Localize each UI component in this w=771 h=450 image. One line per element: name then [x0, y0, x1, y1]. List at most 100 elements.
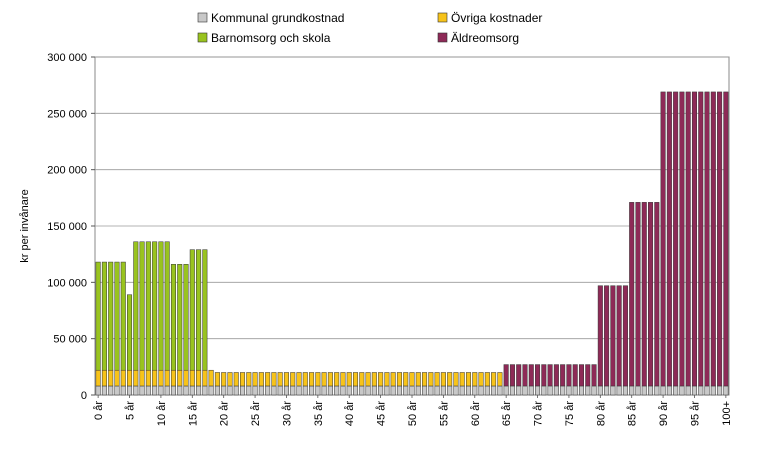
bar-segment-grundkostnad — [227, 385, 233, 396]
legend-swatch — [437, 32, 448, 43]
bar-segment-grundkostnad — [497, 385, 503, 396]
bar-segment-aldreomsorg — [528, 364, 534, 387]
bar-segment-grundkostnad — [352, 385, 359, 396]
bar-segment-grundkostnad — [265, 385, 271, 396]
bar-segment-grundkostnad — [101, 385, 107, 396]
bar-segment-barnomsorg — [189, 249, 195, 371]
x-tick-label: 25 år — [250, 401, 262, 426]
bar-segment-barnomsorg — [127, 294, 133, 371]
x-tick-label: 30 år — [281, 401, 293, 426]
bar-segment-ovriga — [127, 369, 133, 387]
bar-segment-grundkostnad — [346, 385, 352, 396]
bar-segment-grundkostnad — [409, 385, 415, 396]
bar-segment-grundkostnad — [465, 385, 472, 396]
bar-segment-grundkostnad — [139, 385, 145, 396]
bar-segment-grundkostnad — [566, 385, 572, 396]
bar-segment-ovriga — [409, 372, 415, 387]
bar-segment-grundkostnad — [340, 385, 346, 396]
bar-segment-grundkostnad — [164, 385, 170, 396]
x-tick-label: 40 år — [344, 401, 356, 426]
bar-segment-aldreomsorg — [622, 285, 628, 387]
bar-segment-grundkostnad — [327, 385, 333, 396]
bar-segment-ovriga — [415, 372, 421, 387]
bar-segment-ovriga — [258, 372, 264, 387]
bar-segment-aldreomsorg — [522, 364, 528, 387]
bar-segment-aldreomsorg — [553, 364, 559, 387]
bar-segment-grundkostnad — [704, 385, 710, 396]
bar-segment-grundkostnad — [547, 385, 553, 396]
bar-segment-grundkostnad — [654, 385, 660, 396]
bar-segment-grundkostnad — [108, 385, 114, 396]
bar-segment-ovriga — [378, 372, 384, 387]
bar-segment-grundkostnad — [390, 385, 396, 396]
bar-segment-grundkostnad — [95, 385, 101, 396]
bar-segment-aldreomsorg — [641, 202, 647, 387]
bar-segment-ovriga — [183, 369, 189, 387]
bar-segment-grundkostnad — [447, 385, 453, 396]
bar-segment-ovriga — [227, 372, 233, 387]
bar-segment-ovriga — [252, 372, 258, 387]
bar-segment-grundkostnad — [484, 385, 490, 396]
x-tick-label: 75 år — [564, 401, 576, 426]
bar-segment-aldreomsorg — [591, 364, 597, 387]
x-tick-label: 35 år — [313, 401, 325, 426]
bar-segment-grundkostnad — [240, 385, 246, 396]
bar-segment-aldreomsorg — [629, 202, 635, 387]
bar-segment-grundkostnad — [691, 385, 697, 396]
bar-segment-grundkostnad — [428, 385, 434, 396]
bar-segment-grundkostnad — [170, 385, 176, 396]
bar-segment-grundkostnad — [309, 385, 315, 396]
bar-segment-ovriga — [139, 369, 145, 387]
bar-segment-grundkostnad — [183, 385, 189, 396]
bar-segment-ovriga — [296, 372, 302, 387]
bar-segment-grundkostnad — [384, 385, 390, 396]
bar-segment-ovriga — [177, 369, 183, 387]
bar-segment-aldreomsorg — [604, 285, 610, 387]
legend-label: Barnomsorg och skola — [211, 31, 331, 45]
bar-segment-grundkostnad — [478, 385, 484, 396]
bar-segment-ovriga — [396, 372, 402, 387]
y-tick-label: 150 000 — [47, 221, 87, 233]
bar-segment-grundkostnad — [290, 385, 296, 396]
bar-segment-ovriga — [321, 372, 327, 387]
bar-segment-grundkostnad — [258, 385, 264, 396]
bar-segment-grundkostnad — [334, 385, 340, 396]
bar-segment-ovriga — [459, 372, 465, 387]
bar-segment-grundkostnad — [422, 385, 428, 396]
bar-segment-ovriga — [447, 372, 453, 387]
bar-segment-ovriga — [164, 369, 170, 387]
bar-segment-barnomsorg — [114, 261, 120, 371]
bar-segment-aldreomsorg — [572, 364, 578, 387]
x-tick-label: 50 år — [407, 401, 419, 426]
bar-segment-grundkostnad — [629, 385, 635, 396]
bar-segment-grundkostnad — [271, 385, 277, 396]
bar-segment-grundkostnad — [283, 385, 289, 396]
bar-segment-aldreomsorg — [723, 91, 729, 387]
x-tick-label: 95 år — [689, 401, 701, 426]
bar-segment-ovriga — [497, 372, 503, 387]
bar-segment-grundkostnad — [679, 385, 685, 396]
bar-segment-barnomsorg — [108, 261, 114, 371]
bar-segment-ovriga — [365, 372, 371, 387]
bar-segment-grundkostnad — [597, 385, 603, 396]
bar-segment-aldreomsorg — [710, 91, 716, 387]
bar-segment-aldreomsorg — [610, 285, 616, 387]
bar-segment-aldreomsorg — [535, 364, 541, 387]
bar-segment-ovriga — [108, 369, 114, 387]
bar-segment-ovriga — [465, 372, 472, 387]
bar-segment-grundkostnad — [459, 385, 465, 396]
bar-segment-grundkostnad — [214, 385, 220, 396]
bar-segment-grundkostnad — [208, 385, 214, 396]
bar-segment-grundkostnad — [396, 385, 402, 396]
bar-segment-ovriga — [340, 372, 346, 387]
bar-segment-ovriga — [271, 372, 277, 387]
bar-segment-grundkostnad — [585, 385, 591, 396]
bar-segment-ovriga — [453, 372, 459, 387]
bar-segment-barnomsorg — [152, 241, 158, 371]
bar-segment-ovriga — [390, 372, 396, 387]
bar-segment-ovriga — [246, 372, 252, 387]
bar-segment-aldreomsorg — [578, 364, 584, 387]
bar-segment-ovriga — [233, 372, 239, 387]
bar-segment-grundkostnad — [120, 385, 126, 396]
